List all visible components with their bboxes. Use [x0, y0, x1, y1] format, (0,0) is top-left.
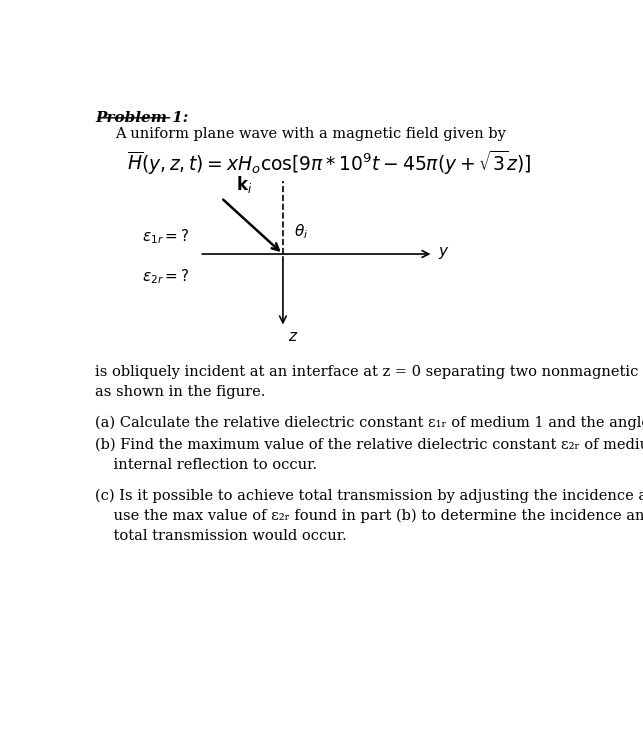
Text: internal reflection to occur.: internal reflection to occur.: [95, 458, 318, 472]
Text: $\theta_i$: $\theta_i$: [294, 222, 308, 241]
Text: use the max value of ε₂ᵣ found in part (b) to determine the incidence angle at w: use the max value of ε₂ᵣ found in part (…: [95, 509, 643, 523]
Text: $\mathbf{k}_i$: $\mathbf{k}_i$: [236, 174, 253, 195]
Text: as shown in the figure.: as shown in the figure.: [95, 385, 266, 399]
Text: $\epsilon_{2r}=?$: $\epsilon_{2r}=?$: [143, 267, 190, 286]
Text: is obliquely incident at an interface at z = 0 separating two nonmagnetic lossle: is obliquely incident at an interface at…: [95, 365, 643, 379]
Text: $\epsilon_{1r}=?$: $\epsilon_{1r}=?$: [143, 227, 190, 246]
Text: A uniform plane wave with a magnetic field given by: A uniform plane wave with a magnetic fie…: [115, 127, 506, 141]
Text: (c) Is it possible to achieve total transmission by adjusting the incidence angl: (c) Is it possible to achieve total tran…: [95, 488, 643, 503]
Text: (b) Find the maximum value of the relative dielectric constant ε₂ᵣ of medium 2 f: (b) Find the maximum value of the relati…: [95, 438, 643, 452]
Text: $y$: $y$: [439, 245, 450, 261]
Text: total transmission would occur.: total transmission would occur.: [95, 529, 347, 543]
Text: (a) Calculate the relative dielectric constant ε₁ᵣ of medium 1 and the angle of : (a) Calculate the relative dielectric co…: [95, 415, 643, 430]
Text: $z$: $z$: [288, 330, 298, 344]
Text: Problem 1:: Problem 1:: [95, 111, 188, 125]
Text: $\overline{H}(y,z,t) = xH_o \cos[9\pi *10^9 t - 45\pi(y + \sqrt{3}z)]$: $\overline{H}(y,z,t) = xH_o \cos[9\pi *1…: [127, 148, 532, 177]
